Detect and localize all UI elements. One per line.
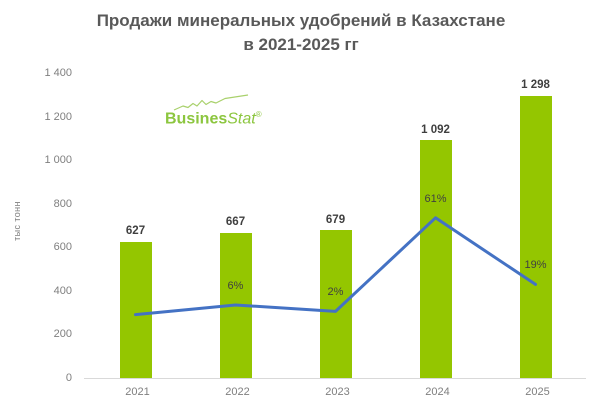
chart-title: Продажи минеральных удобрений в Казахста… — [0, 9, 609, 57]
y-axis-tick-label: 600 — [53, 241, 72, 253]
x-axis-tick-label: 2021 — [125, 386, 150, 398]
logo-text-stat: Stat — [227, 110, 256, 127]
y-axis-tick-label: 200 — [53, 328, 72, 340]
logo-squiggle-icon — [173, 94, 249, 111]
y-axis-tick-label: 800 — [53, 197, 72, 210]
bar — [119, 241, 152, 378]
y-axis-tick-label: 1 000 — [44, 154, 72, 166]
x-axis-tick-label: 2024 — [425, 386, 450, 398]
chart-title-line1: Продажи минеральных удобрений в Казахста… — [96, 11, 506, 30]
bar — [219, 232, 252, 378]
y-axis-tick-label: 0 — [65, 371, 72, 384]
logo-registered-mark: ® — [255, 109, 262, 119]
bar-value-label: 627 — [125, 225, 146, 238]
chart-title-line2: в 2021-2025 гг — [243, 35, 359, 54]
bar-value-label: 667 — [225, 216, 246, 229]
businesstat-logo: BusinesStat® — [165, 94, 262, 127]
growth-percent-label: 19% — [524, 259, 547, 272]
y-axis-tick-label: 400 — [53, 284, 72, 297]
logo-text: BusinesStat® — [165, 107, 262, 127]
bar — [419, 140, 452, 378]
x-axis-tick-label: 2023 — [325, 386, 350, 398]
y-axis-tick-label: 1 400 — [44, 67, 72, 79]
x-axis-line — [84, 377, 586, 379]
bar — [319, 230, 352, 378]
y-axis-tick-label: 1 200 — [44, 110, 72, 123]
x-axis-tick-label: 2025 — [525, 386, 550, 398]
bar-value-label: 679 — [325, 213, 346, 226]
growth-percent-label: 6% — [227, 280, 244, 293]
x-axis-tick-label: 2022 — [225, 386, 250, 398]
logo-text-busines: Busines — [165, 110, 228, 127]
growth-percent-label: 61% — [424, 192, 447, 205]
bar — [519, 95, 552, 378]
growth-percent-label: 2% — [327, 286, 344, 299]
bar-value-label: 1 298 — [521, 79, 550, 92]
bar-value-label: 1 092 — [421, 123, 450, 136]
